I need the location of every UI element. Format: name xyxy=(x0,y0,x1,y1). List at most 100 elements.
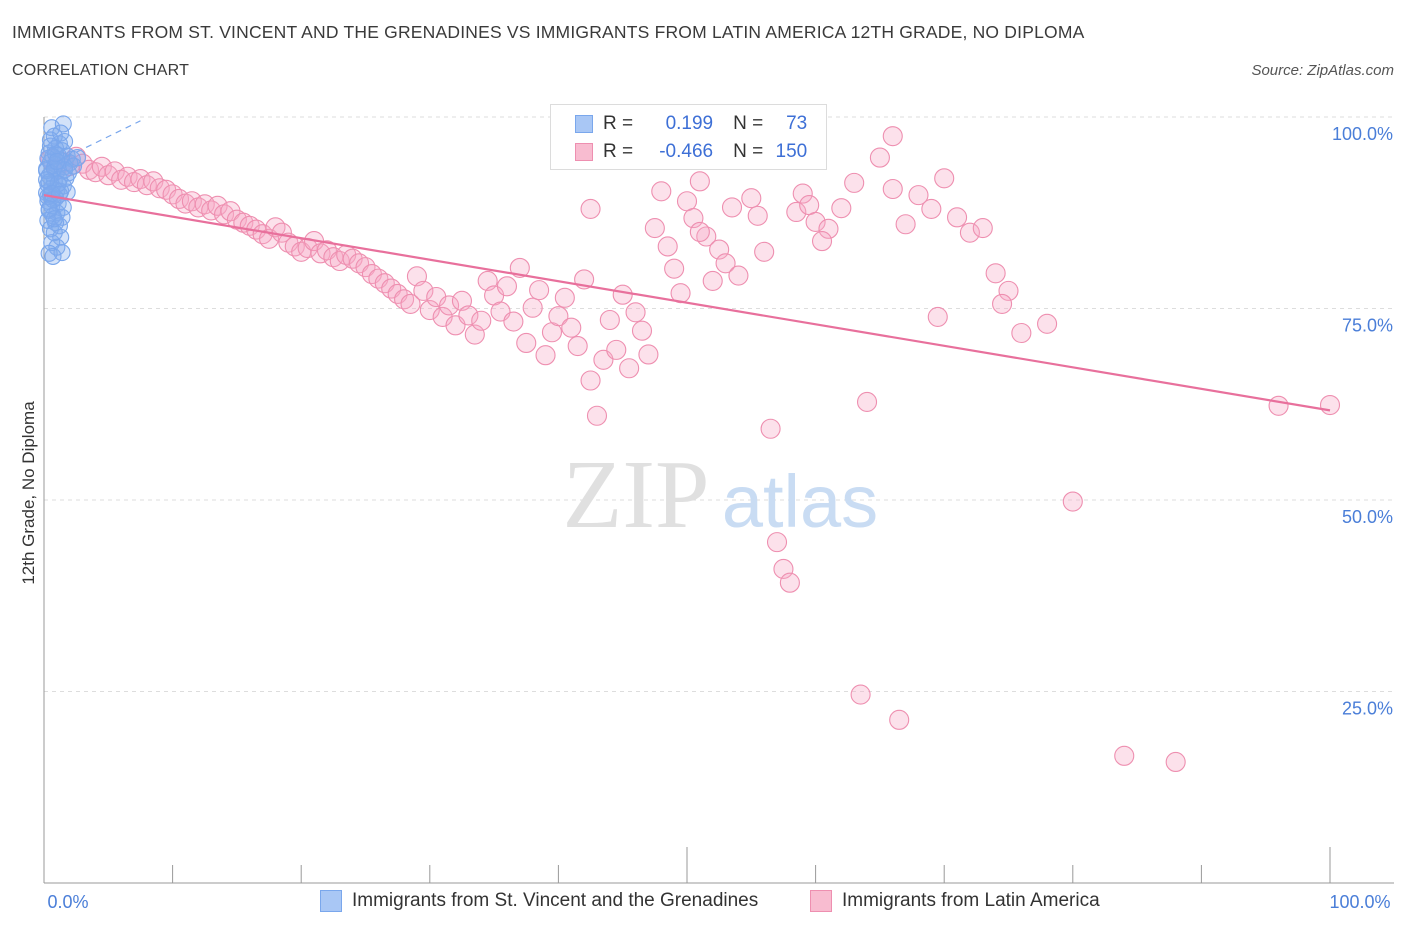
point-latin-america xyxy=(561,317,582,338)
point-latin-america xyxy=(811,231,833,252)
point-latin-america xyxy=(927,306,948,327)
point-latin-america xyxy=(458,305,479,326)
point-latin-america xyxy=(651,181,672,202)
point-latin-america xyxy=(747,205,768,226)
point-latin-america xyxy=(374,273,395,294)
point-latin-america xyxy=(882,178,903,200)
point-latin-america xyxy=(664,258,685,279)
point-latin-america xyxy=(754,241,775,262)
point-latin-america xyxy=(818,218,839,239)
point-st-vincent xyxy=(53,244,71,262)
legend-r-label: R = xyxy=(603,113,634,134)
point-latin-america xyxy=(702,270,723,291)
point-latin-america xyxy=(631,320,653,341)
point-latin-america xyxy=(1319,394,1341,416)
point-latin-america xyxy=(760,418,781,439)
point-latin-america xyxy=(1037,313,1058,334)
point-latin-america xyxy=(908,185,929,206)
point-latin-america xyxy=(638,344,659,365)
point-st-vincent xyxy=(45,210,63,228)
point-latin-america xyxy=(844,172,865,193)
point-latin-america xyxy=(580,198,601,219)
point-latin-america xyxy=(657,236,678,257)
point-latin-america xyxy=(1268,395,1289,416)
y-tick-label: 75.0% xyxy=(1342,316,1393,336)
point-st-vincent xyxy=(40,200,58,218)
point-latin-america xyxy=(503,311,524,332)
point-latin-america xyxy=(869,147,890,168)
series-legend: Immigrants from St. Vincent and the Gren… xyxy=(0,890,1406,916)
point-latin-america xyxy=(689,171,710,192)
point-latin-america xyxy=(471,310,492,331)
point-latin-america xyxy=(136,175,157,196)
point-latin-america xyxy=(413,280,434,301)
point-latin-america xyxy=(1114,745,1135,766)
chart-title: IMMIGRANTS FROM ST. VINCENT AND THE GREN… xyxy=(12,22,1085,42)
point-latin-america xyxy=(220,201,241,222)
point-latin-america xyxy=(1011,322,1032,344)
point-latin-america xyxy=(117,166,138,187)
point-latin-america xyxy=(496,276,518,297)
point-st-vincent xyxy=(52,124,70,142)
chart-subtitle: CORRELATION CHART xyxy=(12,62,190,79)
point-latin-america xyxy=(959,222,980,243)
watermark-atlas: atlas xyxy=(722,460,878,543)
point-latin-america xyxy=(972,218,993,239)
point-latin-america xyxy=(381,278,402,299)
point-latin-america xyxy=(895,214,916,235)
legend-row-series1: R = 0.199 N = 73 xyxy=(575,112,807,136)
point-latin-america xyxy=(606,339,627,360)
legend-item-series1: Immigrants from St. Vincent and the Gren… xyxy=(320,890,758,912)
point-latin-america xyxy=(998,280,1019,301)
point-st-vincent xyxy=(41,131,59,149)
y-tick-label: 100.0% xyxy=(1332,124,1393,144)
x-tick-label: 0.0% xyxy=(47,892,88,912)
point-st-vincent xyxy=(50,185,68,203)
point-latin-america xyxy=(856,391,878,413)
point-latin-america xyxy=(400,293,421,314)
point-latin-america xyxy=(689,221,710,242)
point-st-vincent xyxy=(65,157,83,175)
point-st-vincent xyxy=(68,149,86,167)
series-st-vincent-points xyxy=(38,115,86,265)
legend-label-series2: Immigrants from Latin America xyxy=(842,890,1100,911)
point-latin-america xyxy=(329,250,350,272)
point-latin-america xyxy=(580,370,601,391)
point-latin-america xyxy=(644,218,665,239)
y-tick-label: 50.0% xyxy=(1342,507,1393,527)
watermark-zip: ZIP xyxy=(563,441,710,549)
point-latin-america xyxy=(786,201,807,223)
point-latin-america xyxy=(721,197,743,218)
point-st-vincent xyxy=(44,247,62,265)
legend-swatch-series2 xyxy=(810,890,832,912)
point-latin-america xyxy=(529,280,550,301)
point-latin-america xyxy=(548,306,569,327)
legend-swatch-series1 xyxy=(320,890,342,912)
point-latin-america xyxy=(766,532,788,553)
source-note: Source: ZipAtlas.com xyxy=(1251,62,1394,79)
point-latin-america xyxy=(985,263,1006,284)
y-tick-label: 25.0% xyxy=(1342,699,1393,719)
point-latin-america xyxy=(599,309,620,331)
point-latin-america xyxy=(741,188,762,209)
point-latin-america xyxy=(130,168,151,190)
grid-lines xyxy=(44,116,1394,692)
y-axis-label: 12th Grade, No Diploma xyxy=(19,401,38,585)
point-latin-america xyxy=(567,335,588,357)
legend-swatch-series2 xyxy=(575,143,593,161)
tick-labels: 100.0% 75.0% 50.0% 25.0% 0.0% 100.0% xyxy=(47,124,1393,912)
point-latin-america xyxy=(799,195,820,216)
point-latin-america xyxy=(91,156,112,177)
trend-lines xyxy=(43,120,1331,412)
point-latin-america xyxy=(194,194,215,215)
point-latin-america xyxy=(586,405,608,426)
point-latin-america xyxy=(104,161,125,182)
point-latin-america xyxy=(554,287,575,308)
point-latin-america xyxy=(1062,491,1083,512)
point-latin-america xyxy=(516,332,537,354)
point-latin-america xyxy=(715,253,736,274)
legend-n-label: N = xyxy=(733,141,764,162)
point-latin-america xyxy=(509,257,530,278)
point-st-vincent xyxy=(43,234,61,252)
